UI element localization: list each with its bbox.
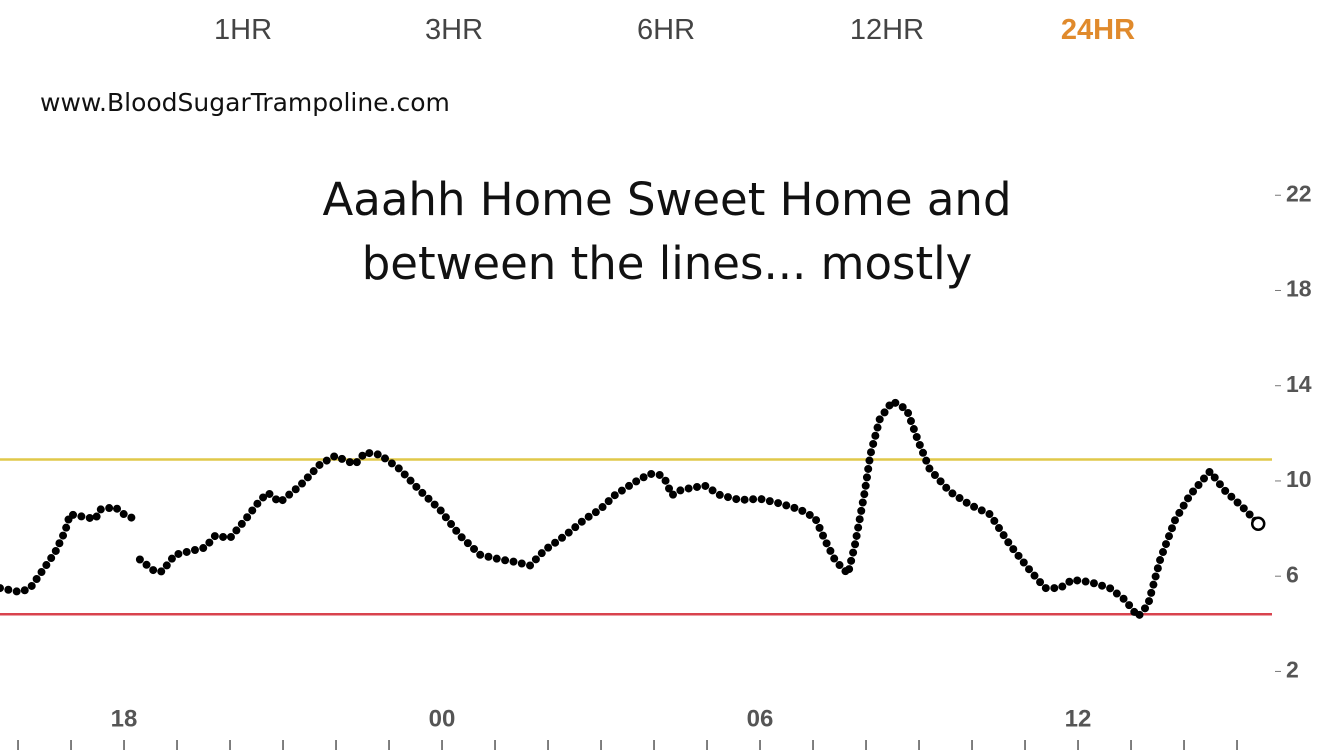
y-tick-label: 6 <box>1286 561 1299 587</box>
y-tick-label: 14 <box>1286 371 1312 397</box>
range-tab[interactable]: 6HR <box>636 14 696 46</box>
x-tick-label: 12 <box>1065 705 1092 732</box>
y-tick-label: 10 <box>1286 466 1312 492</box>
x-tick-label: 06 <box>747 705 774 732</box>
range-tab[interactable]: 3HR <box>424 14 484 46</box>
x-tick-label: 00 <box>429 705 456 732</box>
latest-reading <box>1250 516 1266 532</box>
y-tick-label: 22 <box>1286 180 1312 206</box>
site-url: www.BloodSugarTrampoline.com <box>40 88 450 117</box>
x-tick-label: 18 <box>111 705 138 732</box>
y-tick-label: 18 <box>1286 276 1312 302</box>
chart-title: Aaahh Home Sweet Home and between the li… <box>322 173 1012 290</box>
range-tab[interactable]: 1HR <box>213 14 273 46</box>
range-tab[interactable]: 24HR <box>1060 14 1136 46</box>
range-tab[interactable]: 12HR <box>849 14 925 46</box>
y-tick-label: 2 <box>1286 657 1299 683</box>
glucose-trace <box>0 397 1263 621</box>
